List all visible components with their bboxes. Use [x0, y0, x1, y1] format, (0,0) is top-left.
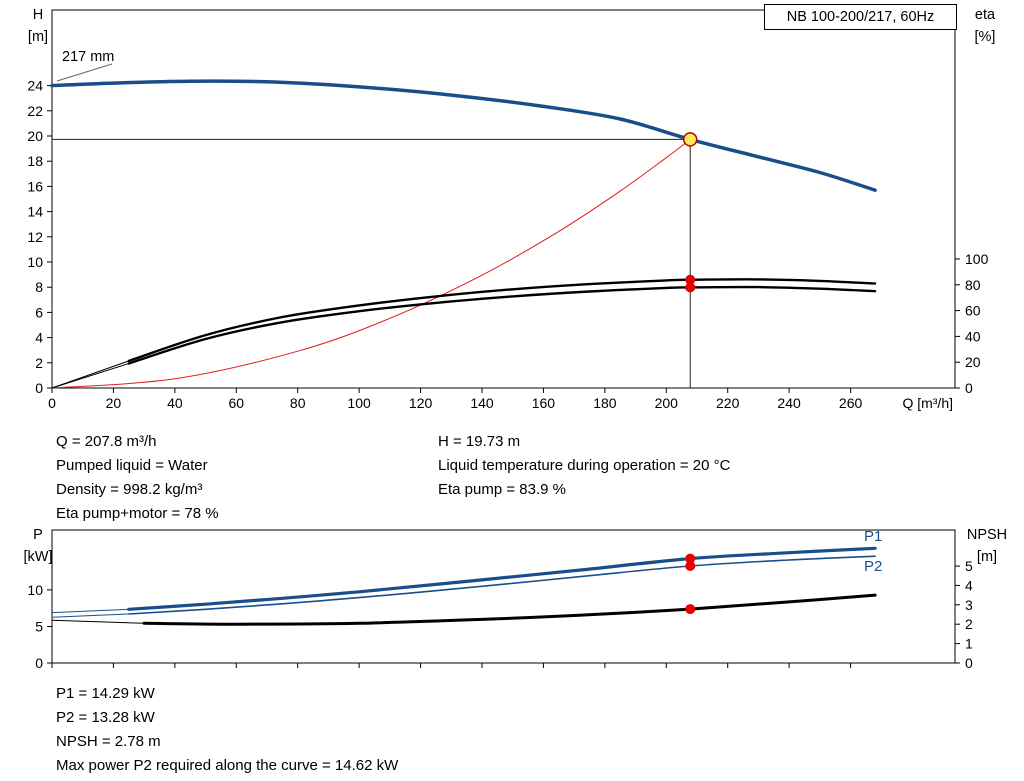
left-tick-label: 10 — [27, 582, 43, 598]
plot-frame — [51, 529, 956, 664]
x-tick-label: 80 — [290, 395, 306, 411]
right-tick-label: 0 — [965, 655, 973, 671]
p-axis-symbol: P — [33, 527, 43, 543]
eta-axis-symbol: eta — [974, 7, 996, 23]
p1-curve — [127, 546, 877, 611]
info-max-power: Max power P2 required along the curve = … — [56, 757, 399, 774]
x-tick-label: 40 — [167, 395, 183, 411]
left-tick-label: 0 — [35, 655, 43, 671]
eta-pump-curve — [127, 278, 877, 363]
pump-curve-217mm — [50, 79, 877, 192]
p-axis-header: P [kW] — [16, 524, 60, 568]
p1-curve-label: P1 — [864, 528, 883, 545]
right-tick-label: 4 — [965, 577, 973, 593]
right-tick-label: 60 — [965, 303, 981, 319]
right-tick-label: 100 — [965, 251, 989, 267]
info-flow: Q = 207.8 m³/h — [56, 433, 157, 450]
x-tick-label: 260 — [839, 395, 863, 411]
duty-dot — [685, 604, 696, 615]
npsh-axis-symbol: NPSH — [966, 527, 1008, 543]
info-density: Density = 998.2 kg/m³ — [56, 481, 203, 498]
x-tick-label: 20 — [106, 395, 122, 411]
right-tick-label: 2 — [965, 616, 973, 632]
duty-info-right: H = 19.73 m Liquid temperature during op… — [438, 430, 730, 502]
pump-title-box: NB 100-200/217, 60Hz — [764, 4, 957, 30]
left-tick-label: 24 — [27, 78, 43, 94]
eta-axis-unit: [%] — [974, 29, 996, 45]
x-tick-label: 200 — [655, 395, 679, 411]
right-tick-label: 40 — [965, 328, 981, 344]
duty-dot — [685, 561, 696, 571]
left-tick-label: 20 — [27, 128, 43, 144]
info-head: H = 19.73 m — [438, 433, 521, 450]
npsh-curve — [142, 593, 877, 626]
x-tick-label: 140 — [470, 395, 494, 411]
info-p2: P2 = 13.28 kW — [56, 709, 155, 726]
left-tick-label: 4 — [35, 330, 43, 346]
info-liquid-temperature: Liquid temperature during operation = 20… — [438, 457, 731, 474]
system-curve — [51, 138, 691, 389]
x-tick-label: 120 — [409, 395, 433, 411]
info-eta-pump: Eta pump = 83.9 % — [438, 481, 566, 498]
left-tick-label: 14 — [27, 204, 43, 220]
x-tick-label: 100 — [347, 395, 371, 411]
left-tick-label: 10 — [27, 254, 43, 270]
eta-pump-motor-curve-leadin — [51, 363, 129, 389]
power-info: P1 = 14.29 kW P2 = 13.28 kW NPSH = 2.78 … — [56, 682, 398, 778]
h-axis-symbol: H — [32, 7, 44, 23]
left-tick-label: 12 — [27, 229, 43, 245]
right-tick-label: 5 — [965, 558, 973, 574]
info-p1: P1 = 14.29 kW — [56, 685, 155, 702]
impeller-leader-line — [56, 63, 113, 82]
npsh-axis-header: NPSH [m] — [958, 524, 1016, 568]
info-eta-pump-motor: Eta pump+motor = 78 % — [56, 505, 219, 522]
right-tick-label: 3 — [965, 597, 973, 613]
p1-curve-leadin — [51, 608, 129, 614]
left-tick-label: 16 — [27, 178, 43, 194]
right-tick-label: 20 — [965, 354, 981, 370]
duty-dot — [685, 282, 696, 293]
impeller-diameter-label: 217 mm — [62, 49, 115, 65]
duty-point-marker — [682, 132, 698, 147]
p2-curve-label: P2 — [864, 558, 883, 575]
x-tick-label: 220 — [716, 395, 740, 411]
left-tick-label: 22 — [27, 103, 43, 119]
right-tick-label: 80 — [965, 277, 981, 293]
power-npsh-chart: 0 5 10 0 1 2 3 4 5 — [27, 529, 973, 671]
info-pumped-liquid: Pumped liquid = Water — [56, 457, 208, 474]
plot-frame — [51, 9, 956, 389]
p2-curve — [128, 555, 876, 615]
npsh-axis-unit: [m] — [976, 549, 998, 565]
left-tick-label: 6 — [35, 304, 43, 320]
x-tick-label: 160 — [532, 395, 556, 411]
left-tick-label: 8 — [35, 279, 43, 295]
left-tick-label: 18 — [27, 153, 43, 169]
eta-axis-header: eta [%] — [961, 4, 1009, 48]
h-axis-header: H [m] — [18, 4, 58, 48]
x-tick-label: 180 — [593, 395, 617, 411]
h-axis-unit: [m] — [27, 29, 49, 45]
left-tick-label: 5 — [35, 619, 43, 635]
eta-pump-motor-curve — [127, 285, 877, 365]
x-tick-label: 60 — [229, 395, 245, 411]
duty-info-left: Q = 207.8 m³/h Pumped liquid = Water Den… — [56, 430, 219, 526]
x-tick-label: 240 — [777, 395, 801, 411]
x-tick-label: 0 — [48, 395, 56, 411]
x-axis-unit-label: Q [m³/h] — [902, 395, 953, 411]
right-tick-label: 1 — [965, 636, 973, 652]
info-npsh: NPSH = 2.78 m — [56, 733, 161, 750]
duty-dot — [685, 274, 696, 285]
left-tick-label: 0 — [35, 380, 43, 396]
p-axis-unit: [kW] — [23, 549, 53, 565]
npsh-curve-leadin — [51, 619, 145, 624]
p2-curve-leadin — [51, 613, 129, 618]
duty-dot — [685, 553, 696, 564]
right-tick-label: 0 — [965, 380, 973, 396]
left-tick-label: 2 — [35, 355, 43, 371]
